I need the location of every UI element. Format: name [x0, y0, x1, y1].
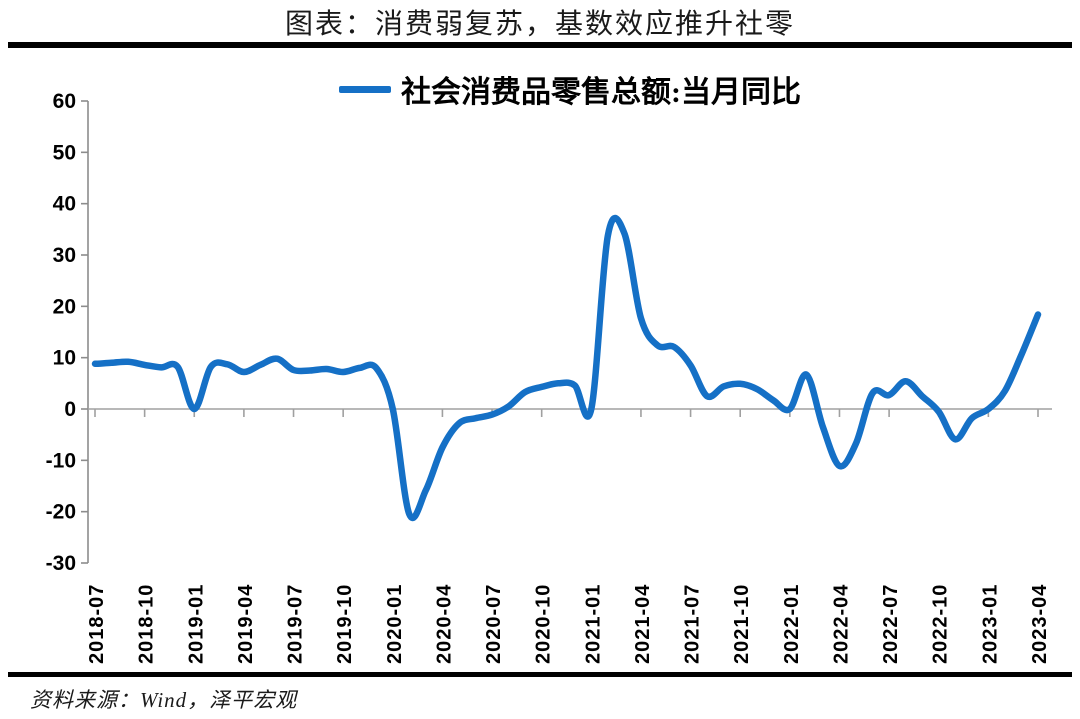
x-tick-label: 2020-01 — [384, 584, 406, 664]
y-tick-label: 50 — [53, 141, 76, 164]
x-tick-label: 2019-04 — [235, 584, 257, 664]
x-tick-label: 2020-04 — [433, 584, 455, 664]
x-tick-label: 2021-01 — [582, 584, 604, 664]
top-rule — [8, 42, 1072, 48]
legend-line-marker — [339, 85, 391, 93]
line-chart: 60 50 40 30 20 10 0 -10 -20 -30 2018-07 2018-10 2019… — [46, 90, 1052, 664]
y-tick-label: 20 — [53, 295, 76, 318]
x-tick-label: 2023-01 — [979, 584, 1001, 664]
legend-label: 社会消费品零售总额:当月同比 — [401, 76, 801, 109]
y-tick-label: -30 — [46, 552, 76, 575]
y-tick-label: 40 — [53, 193, 76, 216]
x-tick-label: 2021-04 — [632, 584, 654, 664]
x-tick-label: 2019-10 — [334, 584, 356, 664]
x-tick-label: 2022-10 — [930, 584, 952, 664]
x-tick-label: 2021-10 — [731, 584, 753, 664]
bottom-rule — [8, 672, 1072, 677]
x-tick-label: 2021-07 — [682, 584, 704, 664]
x-tick-label: 2018-07 — [86, 584, 108, 664]
x-tick-label: 2019-01 — [185, 584, 207, 664]
source-note: 资料来源：Wind，泽平宏观 — [30, 688, 298, 712]
y-tick-label: 30 — [53, 244, 76, 267]
y-tick-label: -20 — [46, 501, 76, 524]
x-tick-label: 2022-01 — [781, 584, 803, 664]
x-tick-label: 2022-07 — [880, 584, 902, 664]
x-tick-label: 2018-10 — [136, 584, 158, 664]
y-tick-label: -10 — [46, 449, 76, 472]
series-line — [91, 215, 1042, 521]
y-tick-label: 0 — [64, 398, 76, 421]
chart-title: 图表：消费弱复苏，基数效应推升社零 — [284, 9, 795, 40]
legend: 社会消费品零售总额:当月同比 — [88, 72, 1052, 109]
x-tick-label: 2020-07 — [483, 584, 505, 664]
y-tick-label: 60 — [53, 90, 76, 113]
y-tick-label: 10 — [53, 347, 76, 370]
x-tick-label: 2023-04 — [1029, 584, 1051, 664]
x-tick-label: 2019-07 — [285, 584, 307, 664]
x-tick-label: 2020-10 — [533, 584, 555, 664]
x-tick-label: 2022-04 — [830, 584, 852, 664]
